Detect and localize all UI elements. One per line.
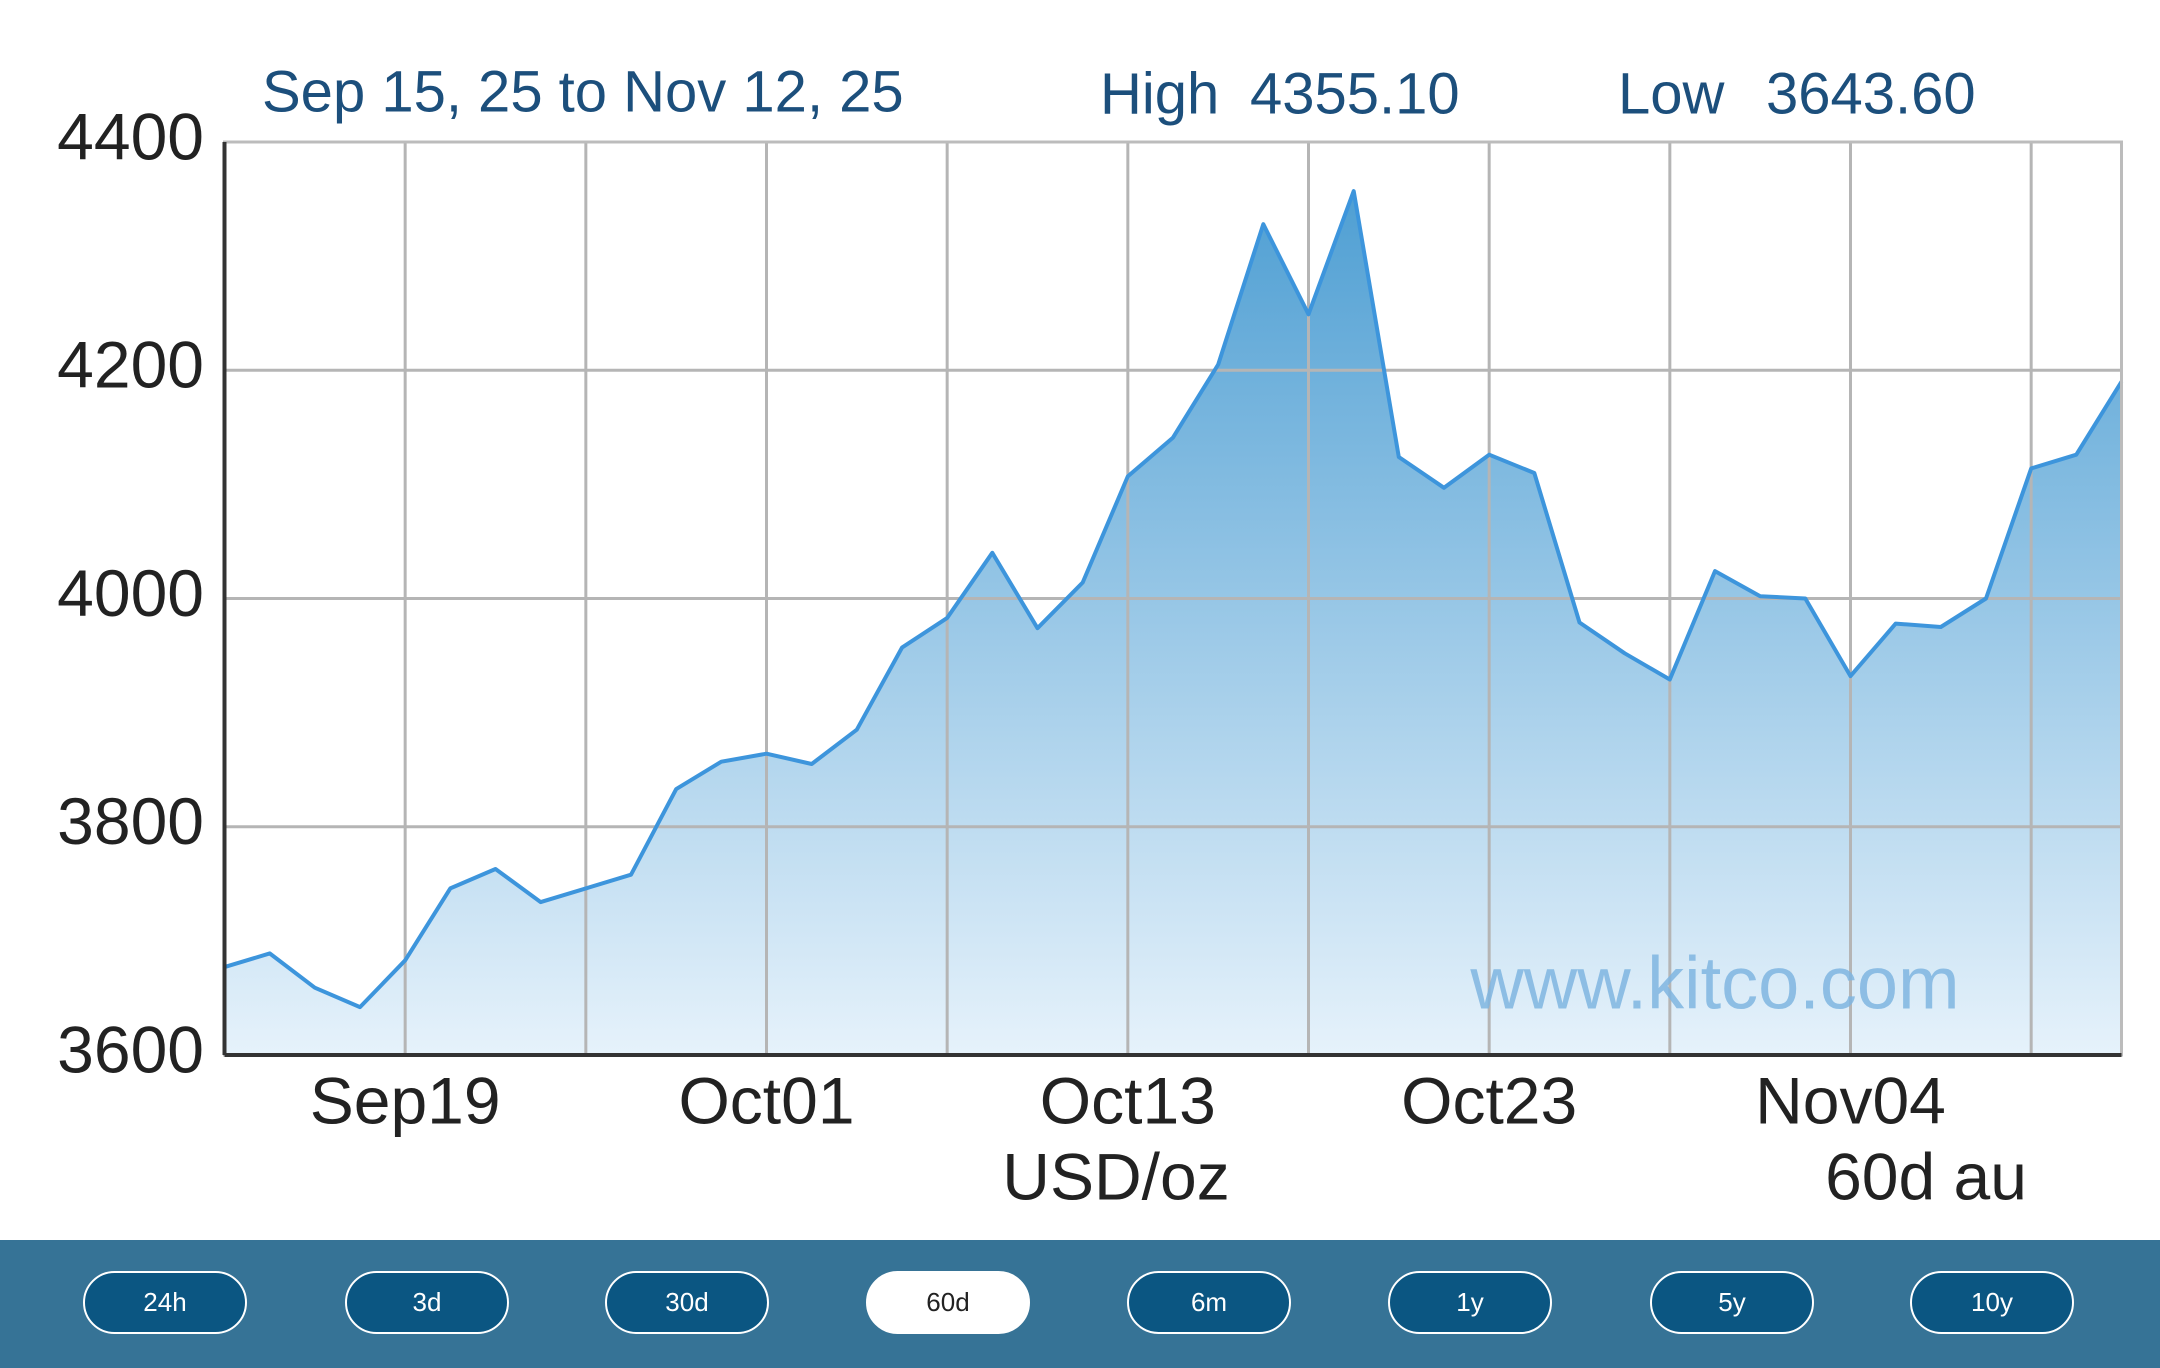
chart-code: 60d au (1825, 1139, 2027, 1213)
range-button[interactable]: 5y (1650, 1271, 1814, 1334)
button-bar (0, 1240, 2160, 1368)
range-button[interactable]: 30d (605, 1271, 769, 1334)
y-tick-label: 4200 (57, 328, 204, 402)
y-tick-label: 3600 (57, 1012, 204, 1086)
button-label: 3d (413, 1287, 442, 1317)
button-label: 60d (926, 1287, 969, 1317)
low-label: Low (1618, 61, 1726, 126)
x-tick-label: Oct13 (1040, 1063, 1216, 1137)
button-bg (1910, 1271, 2074, 1334)
range-button[interactable]: 3d (345, 1271, 509, 1334)
button-bg (1388, 1271, 1552, 1334)
button-bg (605, 1271, 769, 1334)
range-button[interactable]: 6m (1127, 1271, 1291, 1334)
button-bg (1650, 1271, 1814, 1334)
range-button[interactable]: 24h (83, 1271, 247, 1334)
button-bg (866, 1271, 1030, 1334)
high-label: High (1100, 61, 1219, 126)
watermark: www.kitco.com (1469, 942, 1959, 1025)
range-button[interactable]: 1y (1388, 1271, 1552, 1334)
x-tick-label: Sep19 (310, 1063, 501, 1137)
range-label: Sep 15, 25 to Nov 12, 25 (262, 59, 904, 124)
x-tick-label: Oct23 (1401, 1063, 1577, 1137)
button-label: 24h (143, 1287, 186, 1317)
button-label: 10y (1971, 1287, 2013, 1317)
button-label: 1y (1456, 1287, 1483, 1317)
button-label: 5y (1718, 1287, 1745, 1317)
unit-label: USD/oz (1002, 1139, 1229, 1213)
area-fill (224, 191, 2122, 1056)
range-button[interactable]: 60d (866, 1271, 1030, 1334)
button-bg (83, 1271, 247, 1334)
button-bg (345, 1271, 509, 1334)
button-bg (1127, 1271, 1291, 1334)
range-button[interactable]: 10y (1910, 1271, 2074, 1334)
price-line (223, 189, 2124, 1010)
low-value: 3643.60 (1766, 61, 1976, 126)
x-tick-label: Nov04 (1755, 1063, 1946, 1137)
button-label: 6m (1191, 1287, 1227, 1317)
y-tick-label: 3800 (57, 784, 204, 858)
high-value: 4355.10 (1250, 61, 1460, 126)
x-tick-label: Oct01 (678, 1063, 854, 1137)
y-tick-label: 4400 (57, 99, 204, 173)
button-label: 30d (665, 1287, 708, 1317)
y-tick-label: 4000 (57, 556, 204, 630)
